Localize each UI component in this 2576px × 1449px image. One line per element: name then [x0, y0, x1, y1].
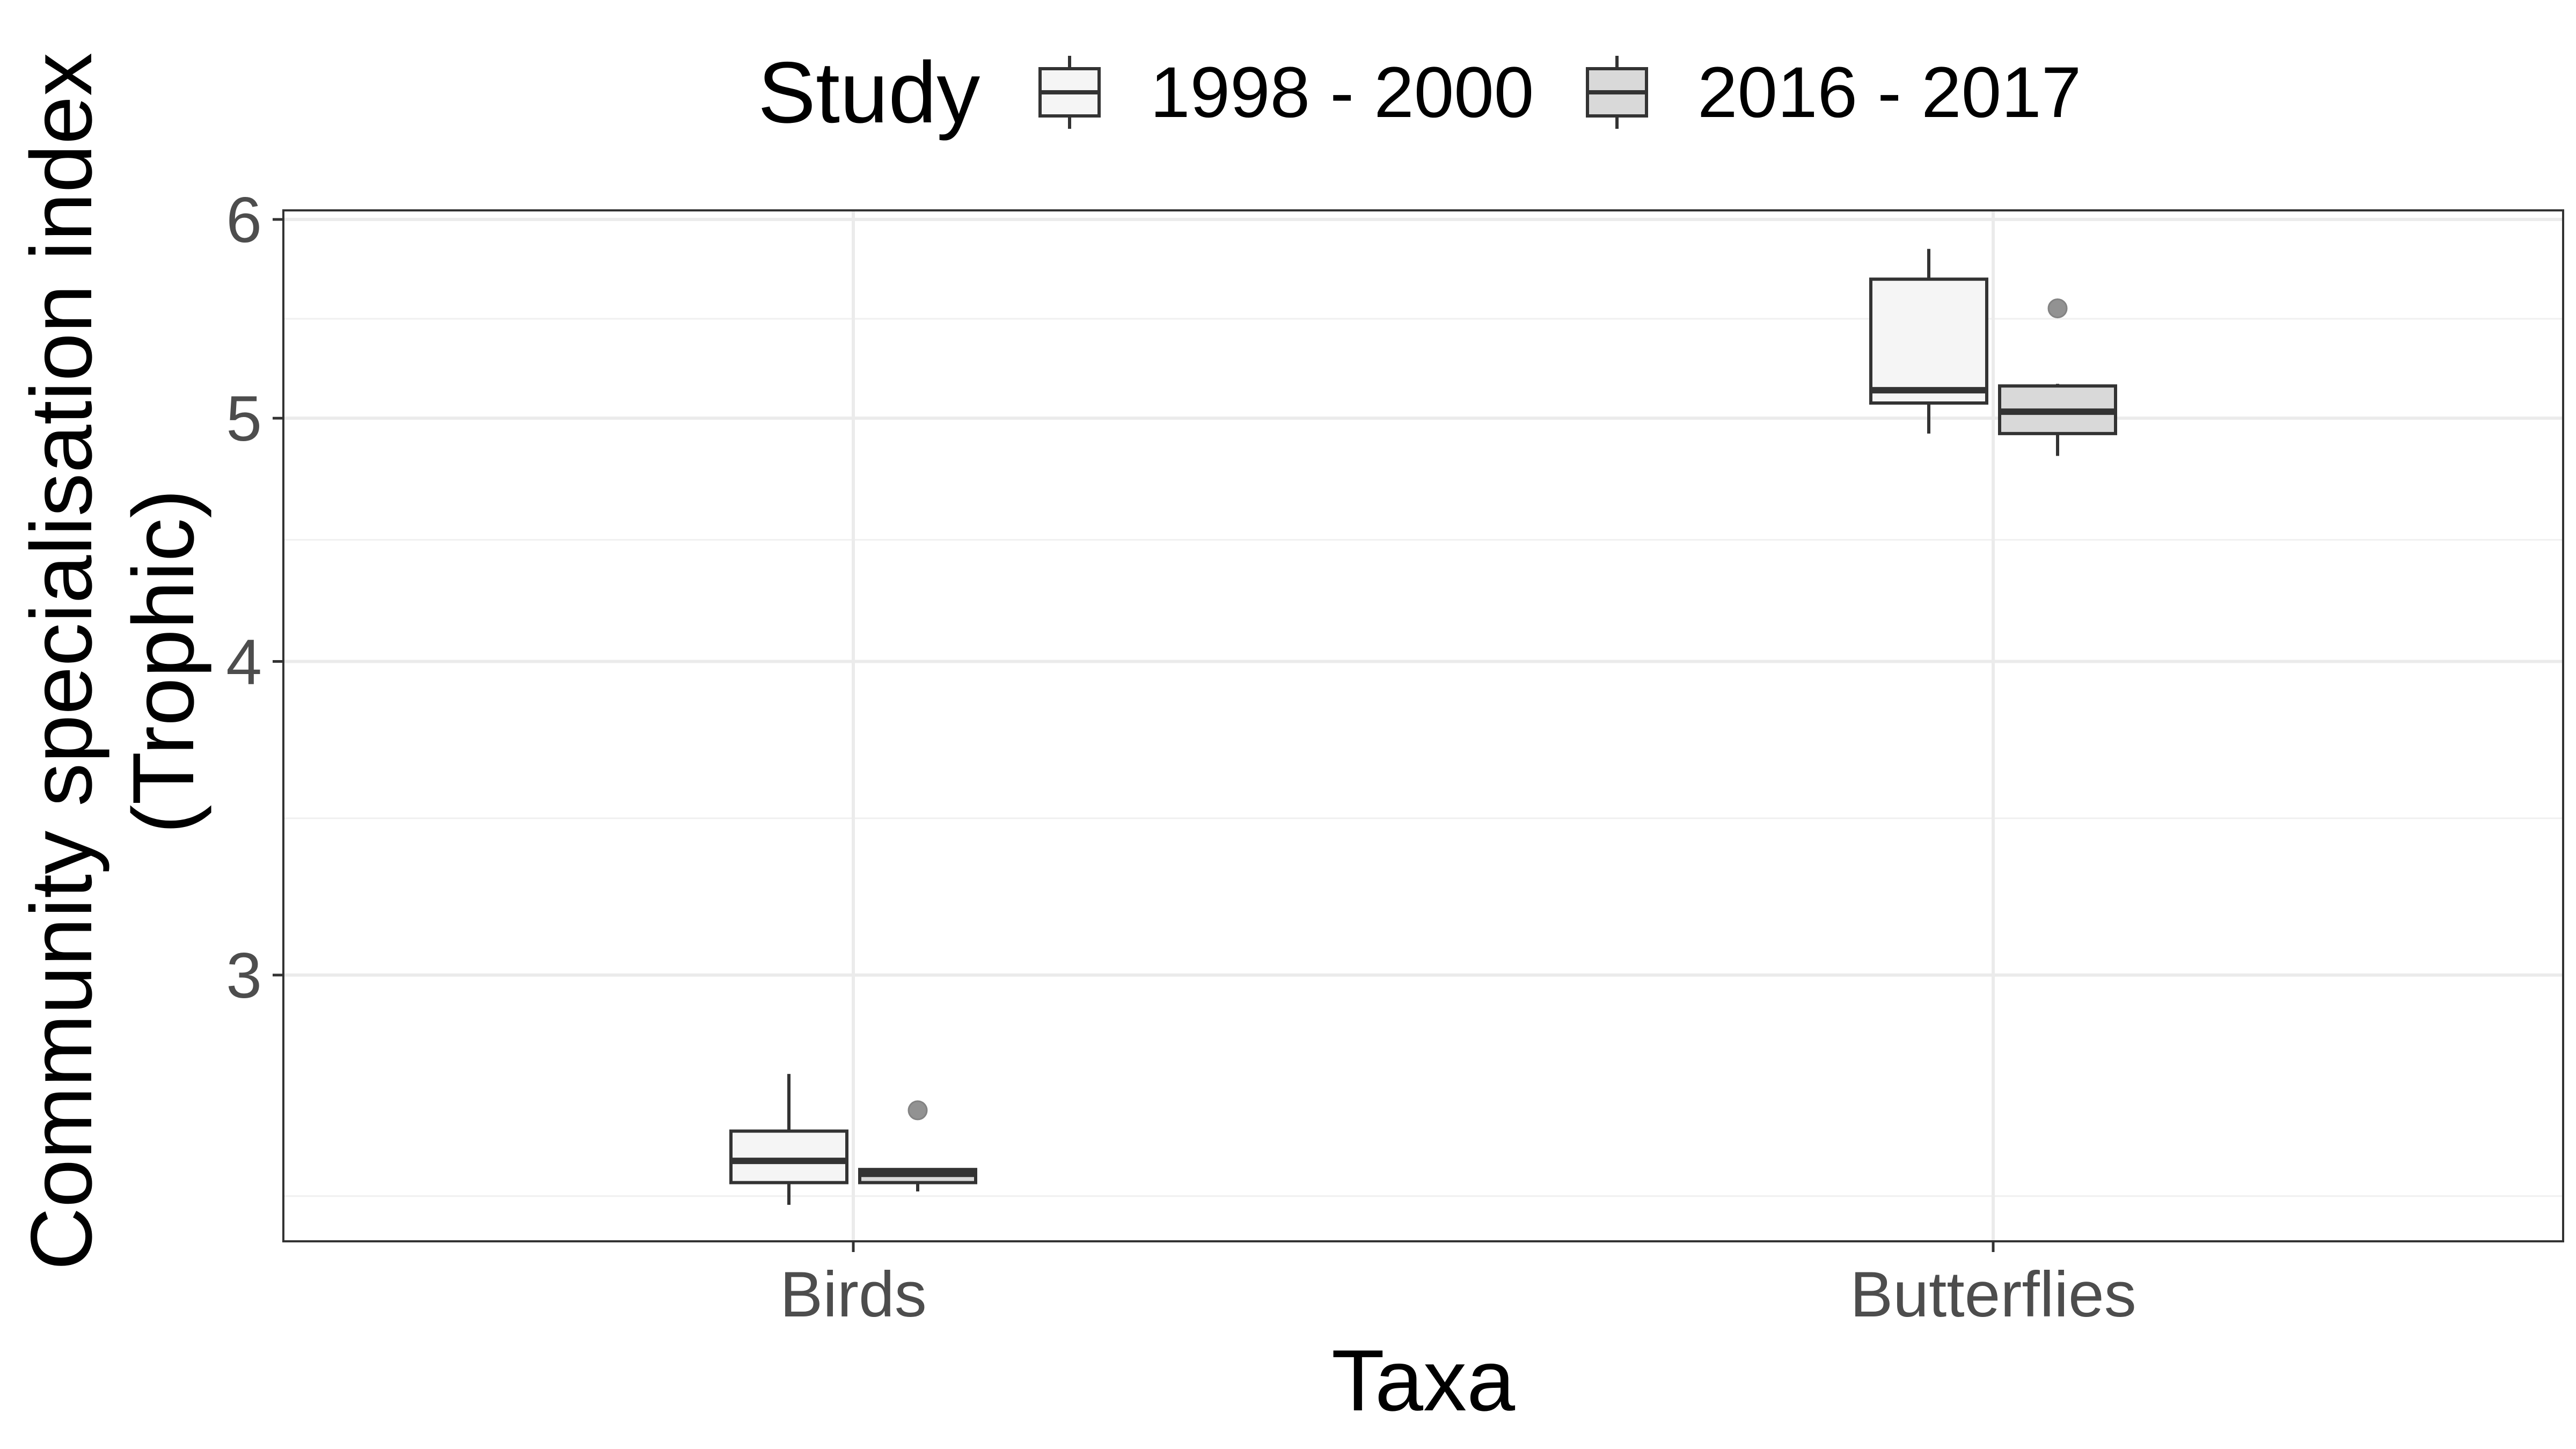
- box: [729, 1129, 848, 1184]
- y-axis-title: Community specialisation index (Trophic): [13, 53, 212, 1270]
- y-axis-title-line-2: (Trophic): [115, 489, 212, 833]
- legend-label: 2016 - 2017: [1697, 53, 2081, 133]
- y-axis: 3 4 5 6: [226, 184, 283, 1012]
- x-tick-label: Butterflies: [1850, 1258, 2136, 1330]
- legend-key: [1586, 56, 1648, 129]
- x-axis: Birds Butterflies: [780, 1241, 2136, 1330]
- box: [1869, 277, 1988, 405]
- x-tick-label: Birds: [780, 1258, 926, 1330]
- legend: Study 1998 - 2000 2016 - 2017: [758, 44, 2081, 141]
- boxplot-marks: [729, 248, 2117, 1205]
- box-group: [1869, 248, 1988, 434]
- gridlines: [283, 210, 2563, 1241]
- y-tick-label: 3: [226, 940, 262, 1012]
- outlier-point: [2047, 298, 2068, 319]
- y-tick-label: 6: [226, 184, 262, 256]
- y-tick-label: 4: [226, 626, 262, 698]
- y-tick-label: 5: [226, 383, 262, 455]
- box-group: [729, 1074, 848, 1205]
- x-axis-title: Taxa: [1331, 1332, 1516, 1429]
- box-group: [858, 1100, 977, 1192]
- plot-panel-border: [282, 209, 2564, 1242]
- y-axis-title-line-1: Community specialisation index: [13, 53, 110, 1270]
- legend-title: Study: [758, 44, 980, 141]
- outlier-point: [908, 1100, 928, 1121]
- legend-label: 1998 - 2000: [1150, 53, 1534, 133]
- box-group: [1998, 298, 2117, 456]
- legend-key: [1038, 56, 1101, 129]
